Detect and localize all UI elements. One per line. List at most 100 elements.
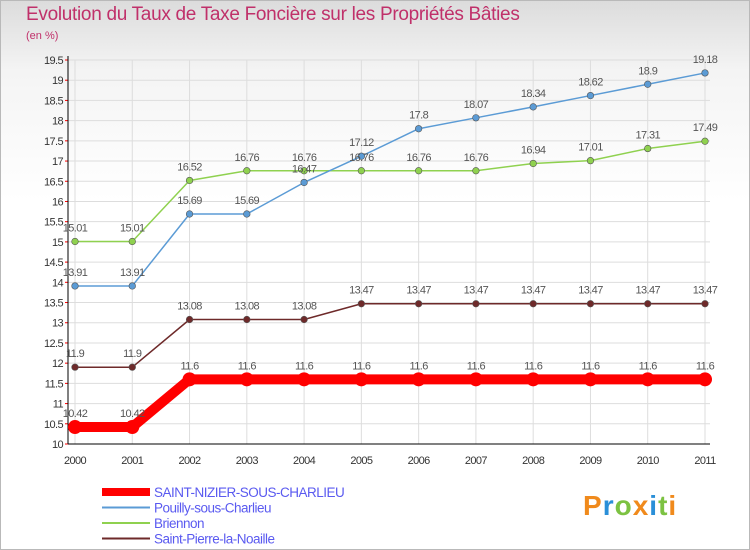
data-label: 18.07 bbox=[464, 99, 489, 111]
data-label: 11.9 bbox=[66, 348, 85, 360]
data-label: 18.9 bbox=[638, 65, 657, 77]
data-point bbox=[411, 372, 426, 387]
x-tick-label: 2001 bbox=[121, 455, 144, 467]
data-label: 13.47 bbox=[406, 285, 431, 297]
logo-letter: i bbox=[668, 490, 678, 521]
data-point bbox=[357, 300, 365, 308]
data-label: 17.01 bbox=[578, 142, 603, 154]
data-point bbox=[415, 167, 423, 175]
y-tick-label: 10.5 bbox=[44, 419, 63, 431]
data-point bbox=[415, 125, 423, 133]
data-point bbox=[644, 300, 652, 308]
data-point bbox=[357, 152, 365, 160]
x-tick-label: 2004 bbox=[293, 455, 316, 467]
label-layer: 10.42 10.42 11.6 11.6 11.6 11.6 11.6 11.6 11.6 11… bbox=[63, 54, 719, 420]
data-label: 16.76 bbox=[349, 152, 374, 164]
data-point bbox=[300, 178, 308, 187]
data-label: 17.8 bbox=[409, 110, 428, 122]
data-label: 16.94 bbox=[521, 144, 546, 156]
data-point bbox=[357, 167, 365, 175]
data-label: 18.34 bbox=[521, 88, 546, 100]
data-point bbox=[529, 103, 537, 111]
logo-letter: t bbox=[658, 490, 669, 521]
series-line-3 bbox=[74, 302, 706, 368]
data-point bbox=[71, 237, 79, 246]
data-point bbox=[71, 282, 79, 290]
data-label: 16.76 bbox=[235, 152, 260, 164]
data-point bbox=[529, 159, 537, 168]
data-label: 11.6 bbox=[639, 360, 658, 372]
data-point bbox=[698, 372, 712, 387]
y-tick-label: 10 bbox=[52, 439, 64, 451]
data-point bbox=[701, 137, 709, 145]
data-label: 10.42 bbox=[120, 408, 145, 420]
data-label: 11.6 bbox=[238, 360, 257, 372]
data-label: 11.6 bbox=[410, 360, 429, 372]
data-point bbox=[415, 300, 423, 308]
data-label: 13.47 bbox=[578, 285, 603, 297]
y-tick-label: 15 bbox=[52, 237, 64, 249]
data-label: 11.6 bbox=[295, 360, 314, 372]
data-label: 13.08 bbox=[292, 301, 317, 313]
data-point bbox=[128, 363, 136, 371]
data-label: 11.9 bbox=[123, 348, 142, 360]
y-tick-label: 14 bbox=[52, 277, 64, 289]
data-point bbox=[472, 114, 480, 122]
x-tick-label: 2011 bbox=[694, 455, 716, 467]
data-point bbox=[586, 300, 595, 308]
data-label: 15.01 bbox=[120, 222, 145, 234]
data-point bbox=[644, 144, 652, 153]
data-label: 15.69 bbox=[177, 195, 202, 207]
data-label: 16.76 bbox=[464, 152, 489, 164]
data-label: 17.12 bbox=[349, 137, 374, 149]
y-tick-label: 17.5 bbox=[44, 136, 63, 148]
data-point bbox=[586, 91, 595, 100]
data-label: 16.52 bbox=[177, 161, 202, 173]
data-point bbox=[243, 167, 251, 175]
grid-layer bbox=[68, 59, 710, 445]
data-label: 16.47 bbox=[292, 163, 317, 175]
data-point bbox=[125, 420, 140, 435]
data-label: 17.49 bbox=[693, 122, 718, 134]
data-label: 11.6 bbox=[524, 360, 543, 372]
data-label: 13.47 bbox=[521, 285, 546, 297]
data-point bbox=[128, 282, 136, 290]
logo-letter: o bbox=[614, 490, 633, 521]
data-point bbox=[128, 237, 136, 246]
data-label: 16.76 bbox=[406, 152, 431, 164]
data-label: 18.62 bbox=[578, 77, 603, 89]
y-tick-label: 13 bbox=[52, 318, 64, 330]
data-label: 10.42 bbox=[63, 408, 88, 420]
data-point bbox=[526, 372, 541, 387]
series-line-1 bbox=[74, 72, 706, 287]
series-layer bbox=[68, 69, 712, 435]
data-label: 13.47 bbox=[349, 285, 374, 297]
data-point bbox=[300, 315, 308, 324]
series-line-0 bbox=[70, 374, 710, 433]
axis-layer: 10 10.5 11 11.5 12 12.5 13 13.5 14 14.5 15 15.5 16 16… bbox=[44, 55, 717, 467]
y-tick-label: 14.5 bbox=[44, 257, 63, 269]
legend-label: SAINT-NIZIER-SOUS-CHARLIEU bbox=[154, 485, 344, 500]
data-label: 19.18 bbox=[693, 54, 718, 66]
data-label: 13.47 bbox=[635, 285, 660, 297]
x-tick-label: 2003 bbox=[236, 455, 259, 467]
y-tick-label: 18 bbox=[52, 116, 64, 128]
data-point bbox=[529, 300, 537, 308]
data-point bbox=[701, 69, 709, 77]
y-tick-label: 12.5 bbox=[44, 338, 63, 350]
logo-letter: r bbox=[602, 490, 615, 521]
data-point bbox=[182, 372, 197, 387]
data-label: 17.31 bbox=[635, 130, 660, 142]
data-point bbox=[583, 372, 598, 387]
data-point bbox=[71, 363, 79, 371]
y-tick-label: 19 bbox=[52, 75, 64, 87]
data-label: 11.6 bbox=[180, 360, 199, 372]
data-point bbox=[586, 157, 595, 165]
series-line-2 bbox=[74, 140, 706, 243]
data-point bbox=[701, 300, 709, 308]
legend-label: Saint-Pierre-la-Noaille bbox=[154, 532, 275, 547]
data-label: 11.6 bbox=[696, 360, 715, 372]
data-point bbox=[354, 372, 369, 387]
y-tick-label: 17 bbox=[52, 156, 64, 168]
legend-label: Briennon bbox=[154, 516, 204, 531]
